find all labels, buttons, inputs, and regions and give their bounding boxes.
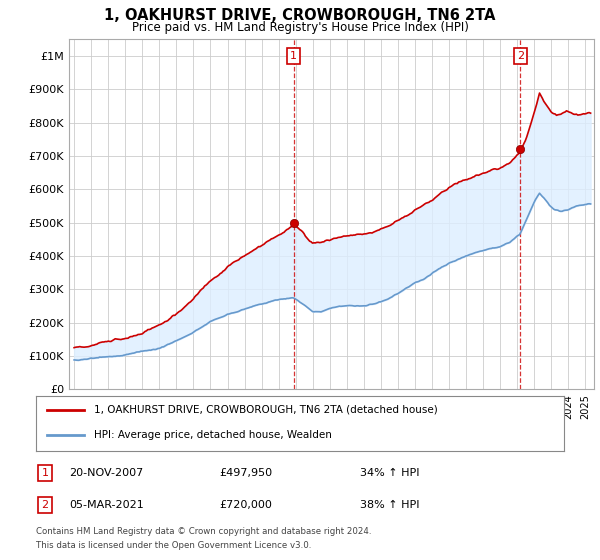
Text: 1: 1 <box>41 468 49 478</box>
Text: Price paid vs. HM Land Registry's House Price Index (HPI): Price paid vs. HM Land Registry's House … <box>131 21 469 34</box>
Text: £497,950: £497,950 <box>219 468 272 478</box>
Text: 1, OAKHURST DRIVE, CROWBOROUGH, TN6 2TA (detached house): 1, OAKHURST DRIVE, CROWBOROUGH, TN6 2TA … <box>94 405 438 414</box>
Text: Contains HM Land Registry data © Crown copyright and database right 2024.: Contains HM Land Registry data © Crown c… <box>36 528 371 536</box>
Text: 1: 1 <box>290 51 297 61</box>
Text: HPI: Average price, detached house, Wealden: HPI: Average price, detached house, Weal… <box>94 431 332 440</box>
Text: This data is licensed under the Open Government Licence v3.0.: This data is licensed under the Open Gov… <box>36 541 311 550</box>
Text: 1, OAKHURST DRIVE, CROWBOROUGH, TN6 2TA: 1, OAKHURST DRIVE, CROWBOROUGH, TN6 2TA <box>104 8 496 24</box>
Text: 38% ↑ HPI: 38% ↑ HPI <box>360 500 419 510</box>
Text: 20-NOV-2007: 20-NOV-2007 <box>69 468 143 478</box>
Text: 05-MAR-2021: 05-MAR-2021 <box>69 500 144 510</box>
Text: £720,000: £720,000 <box>219 500 272 510</box>
Text: 2: 2 <box>517 51 524 61</box>
Text: 2: 2 <box>41 500 49 510</box>
Text: 34% ↑ HPI: 34% ↑ HPI <box>360 468 419 478</box>
